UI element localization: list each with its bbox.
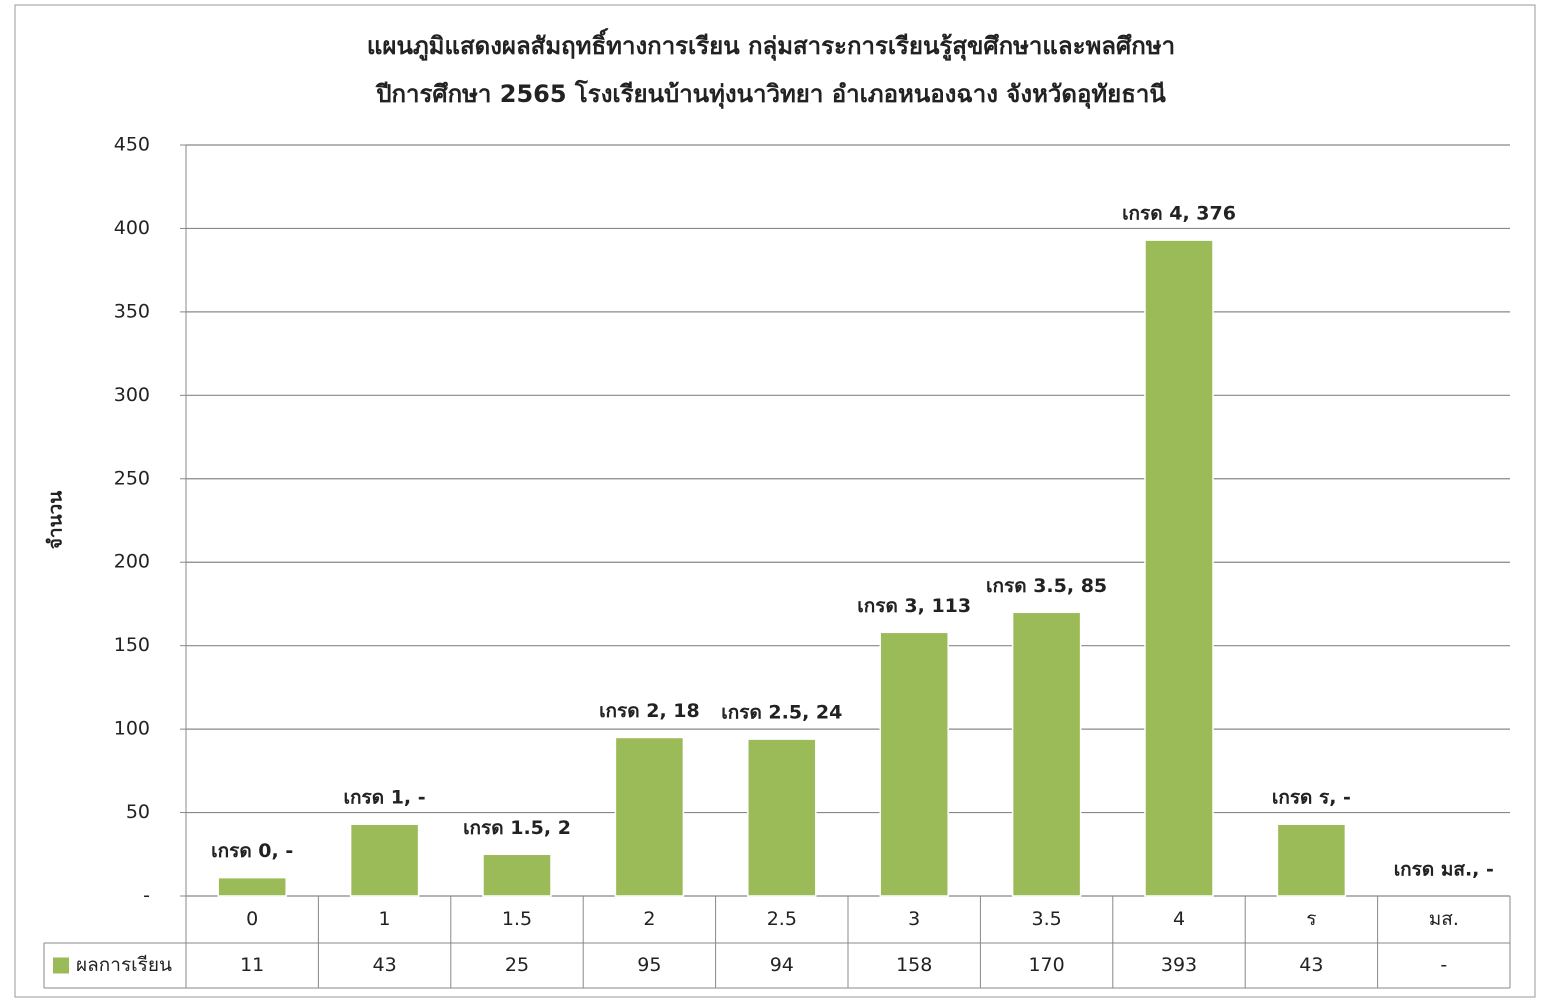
y-tick-label: 350 <box>114 300 150 322</box>
y-tick-label: 200 <box>114 551 150 573</box>
data-label: เกรด 4, 376 <box>1122 203 1236 225</box>
y-tick-label: 250 <box>114 467 150 489</box>
legend-label: ผลการเรียน <box>76 954 172 976</box>
bar <box>482 853 552 897</box>
data-label: เกรด 3, 113 <box>857 595 971 617</box>
table-value: 43 <box>373 954 397 976</box>
table-value: 43 <box>1299 954 1323 976</box>
x-tick-label: 2.5 <box>767 908 797 930</box>
x-tick-label: 0 <box>246 908 258 930</box>
y-tick-label: 100 <box>114 718 150 740</box>
table-value: - <box>1440 954 1447 976</box>
y-tick-label: - <box>143 885 150 907</box>
table-value: 95 <box>637 954 661 976</box>
data-label: เกรด 3.5, 85 <box>986 575 1107 597</box>
table-value: 25 <box>505 954 529 976</box>
table-value: 11 <box>240 954 264 976</box>
data-label: เกรด ร, - <box>1272 787 1351 809</box>
x-tick-label: 3 <box>908 908 920 930</box>
chart-title: แผนภูมิแสดงผลสัมฤทธิ์ทางการเรียน กลุ่มสา… <box>367 28 1175 62</box>
legend-swatch <box>53 957 69 974</box>
data-label: เกรด 2.5, 24 <box>721 702 842 724</box>
y-tick-label: 150 <box>114 634 150 656</box>
table-value: 170 <box>1028 954 1064 976</box>
x-tick-label: มส. <box>1429 908 1459 930</box>
x-tick-label: 1 <box>379 908 391 930</box>
table-value: 393 <box>1161 954 1197 976</box>
bar <box>217 876 287 897</box>
bar <box>349 823 420 897</box>
bar <box>614 736 685 897</box>
table-value: 94 <box>770 954 794 976</box>
data-label: เกรด 1, - <box>344 787 426 809</box>
table-value: 158 <box>896 954 932 976</box>
x-tick-label: ร <box>1306 908 1316 930</box>
bar <box>1144 239 1214 897</box>
bar <box>1011 611 1082 897</box>
chart-title: ปีการศึกษา 2565 โรงเรียนบ้านทุ่งนาวิทยา … <box>375 79 1166 110</box>
x-tick-label: 2 <box>643 908 655 930</box>
bar <box>1276 823 1347 897</box>
data-label: เกรด 1.5, 2 <box>463 817 571 839</box>
y-axis-label: จำนวน <box>45 491 67 549</box>
data-label: เกรด 2, 18 <box>599 700 700 722</box>
y-tick-label: 50 <box>126 801 150 823</box>
x-tick-label: 3.5 <box>1031 908 1061 930</box>
bar <box>747 738 817 897</box>
x-tick-label: 4 <box>1173 908 1185 930</box>
y-tick-label: 400 <box>114 217 150 239</box>
y-tick-label: 300 <box>114 384 150 406</box>
data-label: เกรด 0, - <box>211 840 293 862</box>
y-tick-label: 450 <box>114 134 150 156</box>
data-label: เกรด มส., - <box>1394 859 1494 881</box>
bar <box>879 631 949 897</box>
x-tick-label: 1.5 <box>502 908 532 930</box>
